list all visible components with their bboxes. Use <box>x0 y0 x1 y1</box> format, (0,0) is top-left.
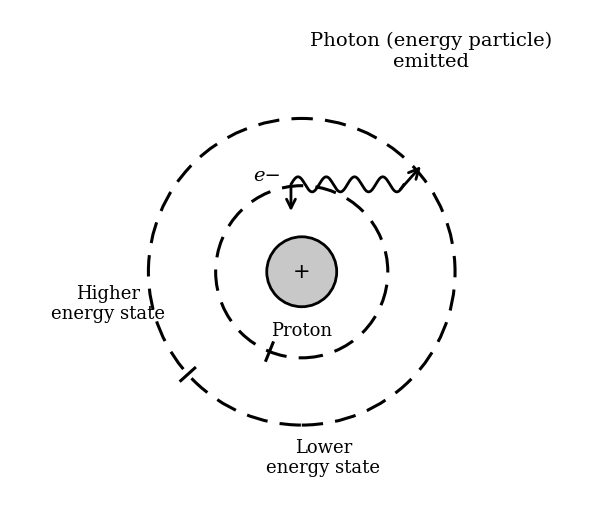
Text: Higher
energy state: Higher energy state <box>51 284 165 324</box>
Text: +: + <box>293 262 310 282</box>
Text: Photon (energy particle)
emitted: Photon (energy particle) emitted <box>310 32 552 70</box>
Text: Proton: Proton <box>271 322 332 339</box>
Text: e−: e− <box>253 167 281 185</box>
Text: Lower
energy state: Lower energy state <box>266 438 380 477</box>
Circle shape <box>267 237 337 307</box>
